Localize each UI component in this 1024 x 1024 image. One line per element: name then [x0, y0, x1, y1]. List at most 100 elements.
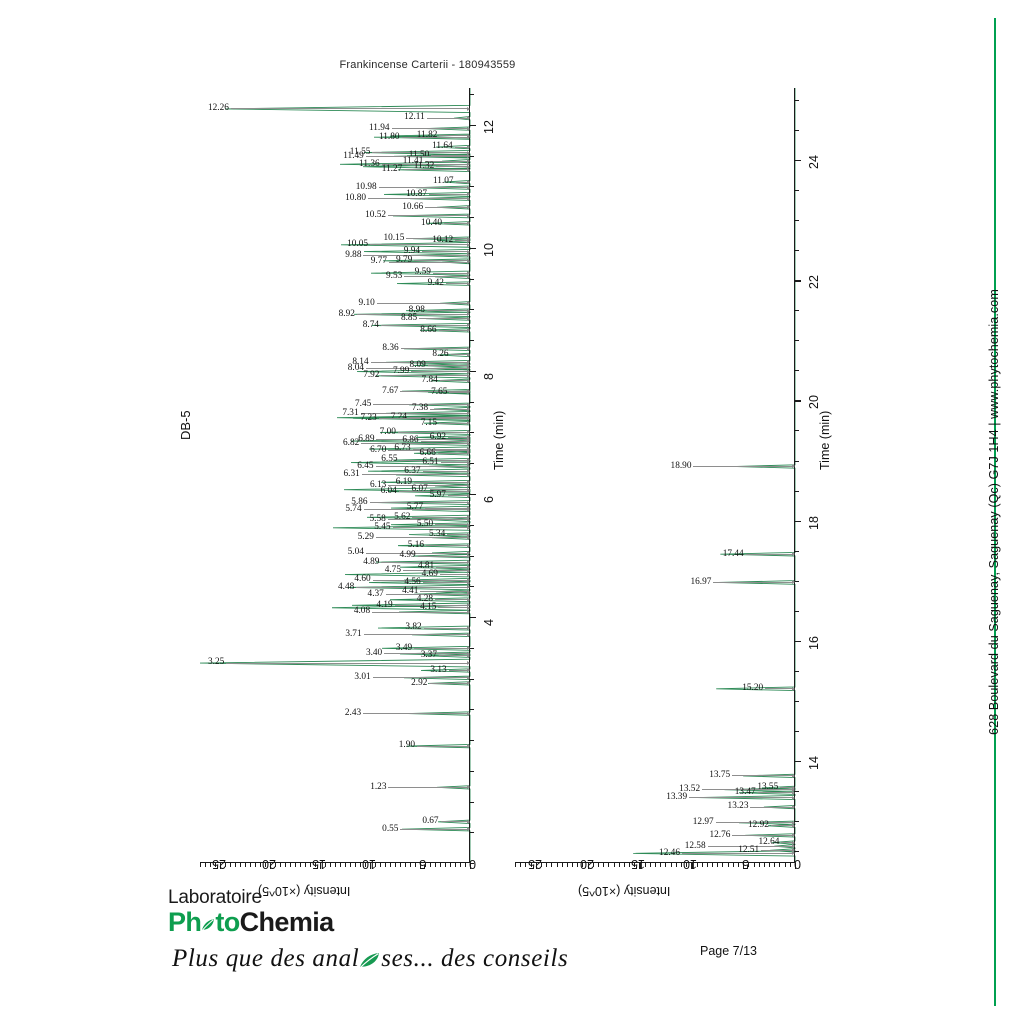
intensity-tick-minor: [546, 863, 548, 867]
axis-title-intensity-right: Intensity (×10^5): [578, 884, 671, 898]
time-tick-minor: [795, 190, 799, 192]
intensity-tick-minor: [582, 863, 584, 867]
intensity-tick-minor: [400, 863, 401, 867]
intensity-tick-minor: [644, 863, 646, 867]
intensity-tick-minor: [789, 863, 791, 867]
intensity-tick-minor: [440, 863, 441, 867]
intensity-tick-major: [270, 863, 272, 869]
intensity-tick-minor: [525, 863, 527, 867]
intensity-tick-minor: [722, 863, 724, 867]
intensity-tick-minor: [260, 863, 261, 867]
logo-to: to: [215, 907, 240, 937]
intensity-tick-major: [320, 863, 322, 869]
intensity-tick-minor: [245, 863, 246, 867]
time-tick-major: [795, 400, 801, 402]
time-tick-major: [470, 124, 476, 127]
time-tick-minor: [795, 580, 799, 582]
sidebar: 628 Boulevard du Saguenay, Saguenay (Qc)…: [964, 0, 1024, 1024]
plot-area-left: [199, 88, 476, 869]
intensity-tick-label: 15: [312, 857, 326, 871]
time-tick-minor: [470, 586, 474, 588]
intensity-tick-minor: [415, 863, 416, 867]
intensity-tick-minor: [660, 863, 662, 867]
time-tick-minor: [470, 217, 474, 219]
intensity-tick-minor: [230, 863, 231, 867]
intensity-tick-label: 25: [527, 857, 542, 871]
trace-path: [199, 88, 471, 863]
time-tick-major: [470, 617, 476, 619]
time-tick-minor: [795, 340, 799, 342]
intensity-tick-minor: [275, 863, 276, 867]
time-tick-label: 6: [482, 495, 496, 503]
intensity-tick-minor: [613, 863, 615, 867]
intensity-tick-minor: [455, 863, 456, 867]
intensity-tick-minor: [623, 863, 625, 867]
time-tick-minor: [470, 463, 474, 465]
time-tick-minor: [470, 524, 474, 526]
intensity-tick-minor: [556, 863, 558, 867]
time-tick-minor: [795, 610, 799, 612]
intensity-tick-label: 5: [419, 857, 426, 871]
intensity-tick-minor: [784, 863, 786, 867]
leaf-icon-tagline: [359, 948, 381, 968]
intensity-tick-minor: [665, 863, 667, 867]
time-tick-major: [795, 280, 801, 282]
intensity-tick-minor: [738, 863, 739, 867]
intensity-tick-minor: [450, 863, 451, 867]
intensity-tick-minor: [410, 863, 411, 867]
intensity-tick-minor: [763, 863, 765, 867]
intensity-tick-minor: [350, 863, 351, 867]
intensity-tick-minor: [732, 863, 734, 867]
intensity-tick-label: 25: [212, 857, 226, 871]
intensity-tick-minor: [649, 863, 651, 867]
intensity-tick-minor: [200, 863, 201, 867]
intensity-tick-label: 0: [469, 857, 476, 871]
time-tick-minor: [470, 678, 474, 680]
intensity-tick-minor: [210, 863, 211, 867]
intensity-tick-minor: [748, 863, 750, 867]
intensity-tick-minor: [515, 863, 516, 867]
intensity-tick-minor: [717, 863, 719, 867]
time-tick-minor: [795, 460, 799, 462]
intensity-tick-minor: [235, 863, 236, 867]
plot-area-right: [515, 88, 801, 869]
intensity-tick-minor: [425, 863, 426, 867]
time-tick-minor: [795, 250, 799, 252]
time-tick-label: 16: [807, 635, 821, 650]
time-tick-label: 12: [482, 119, 496, 134]
intensity-tick-minor: [280, 863, 281, 867]
intensity-tick-minor: [670, 863, 672, 867]
intensity-tick-minor: [598, 863, 599, 867]
intensity-tick-minor: [629, 863, 631, 867]
sidebar-accent-rule: [994, 18, 996, 1006]
time-tick-minor: [470, 832, 474, 834]
intensity-tick-label: 0: [794, 857, 801, 871]
intensity-tick-minor: [680, 863, 682, 867]
time-tick-minor: [795, 310, 799, 312]
sidebar-address: 628 Boulevard du Saguenay, Saguenay (Qc)…: [987, 289, 1001, 735]
logo-laboratoire: Laboratoire: [168, 887, 262, 908]
intensity-tick-minor: [712, 863, 713, 867]
intensity-tick-minor: [435, 863, 436, 867]
time-tick-minor: [470, 770, 474, 772]
time-tick-major: [795, 160, 801, 162]
time-tick-minor: [795, 220, 799, 222]
intensity-tick-label: 20: [262, 857, 276, 871]
intensity-tick-minor: [250, 863, 251, 867]
column-label: DB-5: [178, 410, 193, 440]
intensity-tick-minor: [255, 863, 256, 867]
intensity-tick-minor: [696, 863, 698, 867]
leaf-icon: [200, 917, 216, 933]
time-tick-minor: [795, 370, 799, 372]
intensity-tick-minor: [365, 863, 366, 867]
time-tick-minor: [470, 740, 474, 741]
intensity-tick-minor: [385, 863, 386, 867]
time-axis-line-right: [793, 88, 795, 863]
logo-chemia: Chemia: [239, 907, 335, 937]
logo-phytochemia: Ph toChemia: [168, 908, 334, 936]
intensity-tick-minor: [290, 863, 291, 867]
intensity-tick-label: 5: [742, 857, 750, 871]
intensity-axis-line-right: [515, 861, 795, 863]
intensity-tick-minor: [603, 863, 605, 867]
company-tagline: Plus que des anal ses... des conseils: [172, 945, 568, 973]
